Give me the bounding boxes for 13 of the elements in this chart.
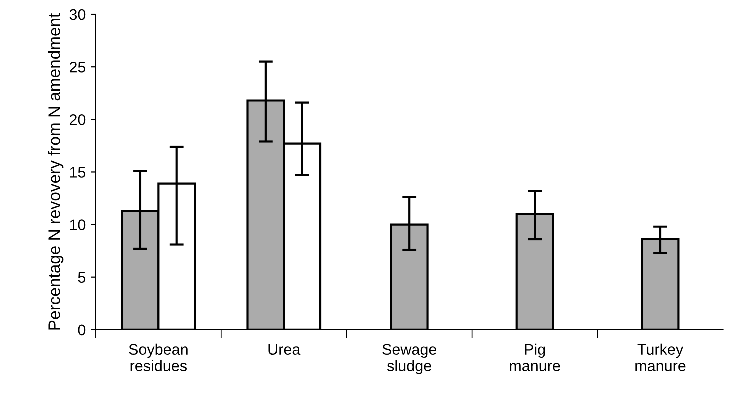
x-tick-label: Urea — [268, 344, 301, 356]
y-tick-label: 15 — [70, 167, 86, 178]
x-tick-label: Turkey manure — [636, 344, 686, 372]
y-tick-label: 25 — [70, 62, 86, 73]
y-tick-label: 30 — [70, 9, 86, 20]
y-axis-title: Percentage N revovery from N amendment — [48, 13, 64, 330]
x-tick-label: Soybean residues — [129, 344, 188, 372]
x-tick-label: Pig manure — [510, 344, 560, 372]
y-tick-label: 20 — [70, 114, 86, 126]
x-tick-label: Sewage sludge — [382, 344, 437, 375]
y-tick-label: 0 — [78, 324, 86, 336]
y-tick-label: 10 — [70, 220, 86, 230]
y-tick-label: 5 — [78, 272, 86, 284]
